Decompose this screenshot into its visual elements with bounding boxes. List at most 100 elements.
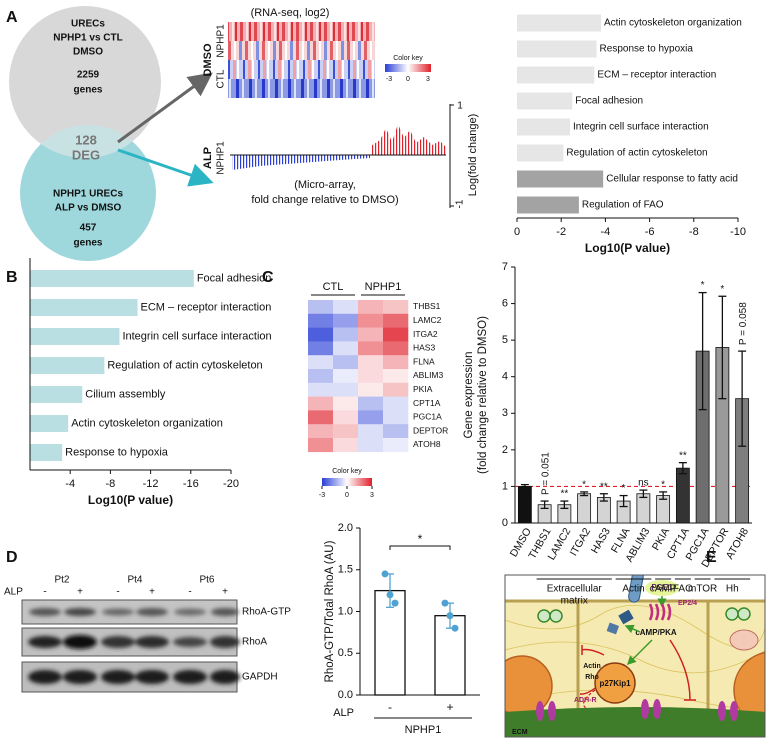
venn-text: DMSO bbox=[73, 47, 103, 58]
row-label: HAS3 bbox=[413, 343, 435, 353]
y-tick-label: 5 bbox=[502, 334, 508, 346]
row-label: FLNA bbox=[413, 356, 435, 366]
error-bar bbox=[520, 483, 529, 489]
arrow bbox=[626, 639, 653, 666]
bar bbox=[517, 118, 571, 136]
heatmap-cell bbox=[383, 424, 409, 439]
group-label: Actin bbox=[622, 584, 644, 595]
venn-circle bbox=[9, 6, 161, 158]
heatmap-cell bbox=[333, 327, 359, 342]
messenger-label: cAMP/PKA bbox=[635, 628, 677, 637]
row-label: PGC1A bbox=[413, 412, 442, 422]
bar bbox=[517, 92, 573, 110]
adhesion-receptor bbox=[653, 699, 661, 719]
adhesion-label: ADH-R bbox=[574, 697, 597, 704]
group-label: FAO bbox=[673, 584, 693, 595]
bar-label: Actin cytoskeleton organization bbox=[604, 18, 742, 29]
x-tick-label: -12 bbox=[143, 478, 159, 490]
lane-label: - bbox=[43, 587, 46, 598]
heatmap-cell bbox=[333, 369, 359, 384]
microarray: 1 -1 Log(fold change) ALP NPHP1 (Micro-a… bbox=[202, 101, 479, 209]
data-point bbox=[391, 599, 399, 607]
heatmap-cell bbox=[358, 341, 384, 356]
bar bbox=[517, 144, 564, 162]
bar bbox=[636, 493, 651, 524]
y-tick-label: 1.0 bbox=[338, 605, 353, 617]
axis-label: Log(fold change) bbox=[467, 114, 479, 197]
heatmap-cell bbox=[333, 438, 359, 453]
row-label: ITGA2 bbox=[413, 329, 438, 339]
group-label: mTOR bbox=[688, 584, 717, 595]
heatmap-cell bbox=[308, 396, 334, 411]
heatmap-cell bbox=[383, 327, 409, 342]
error-bar bbox=[639, 489, 648, 499]
annotation: * bbox=[720, 284, 724, 295]
panel-label: E bbox=[706, 549, 717, 566]
venn-count: 457 bbox=[80, 223, 97, 234]
panel-label: C bbox=[262, 269, 274, 286]
lane-label: - bbox=[188, 587, 191, 598]
heatmap-cell bbox=[358, 369, 384, 384]
lane-label: - bbox=[116, 587, 119, 598]
heatmap-cell bbox=[358, 300, 384, 315]
adhesion-receptor bbox=[641, 699, 649, 719]
receptor-label: EP2/4 bbox=[678, 600, 697, 607]
heatmap-cell bbox=[383, 355, 409, 370]
annotation: * bbox=[582, 480, 586, 491]
bar bbox=[517, 486, 532, 524]
row-label: DEPTOR bbox=[413, 425, 448, 435]
group-label: matrix bbox=[561, 596, 588, 607]
patient-label: Pt4 bbox=[127, 575, 142, 586]
data-point bbox=[381, 570, 389, 578]
blot-bands bbox=[28, 608, 240, 684]
bar-label: Cilium assembly bbox=[85, 388, 166, 400]
lane-label: + bbox=[149, 587, 155, 598]
data-point bbox=[441, 599, 449, 607]
heatmap-cell bbox=[308, 369, 334, 384]
y-tick-label: 3 bbox=[502, 407, 508, 419]
x-tick-label: -8 bbox=[106, 478, 116, 490]
error-bar bbox=[678, 462, 687, 475]
x-axis-label: Log10(P value) bbox=[88, 493, 173, 507]
venn-text: NPHP1 vs CTL bbox=[53, 33, 122, 44]
key-title: Color key bbox=[332, 468, 362, 475]
caption: fold change relative to DMSO) bbox=[251, 194, 398, 206]
y-tick-label: 2 bbox=[502, 444, 508, 456]
data-point bbox=[446, 612, 454, 620]
key-tick-label: 0 bbox=[345, 492, 349, 499]
heatmap-cell bbox=[333, 424, 359, 439]
bar bbox=[30, 415, 69, 432]
x-tick-label: -10 bbox=[730, 226, 746, 238]
condition-label: ALP bbox=[202, 147, 214, 169]
adhesion-receptor bbox=[536, 701, 544, 721]
heatmap-cell bbox=[383, 313, 409, 328]
key-tick-label: 3 bbox=[370, 492, 374, 499]
junction bbox=[549, 609, 563, 623]
junction bbox=[737, 607, 751, 621]
ecm bbox=[505, 707, 765, 737]
heatmap-cell bbox=[308, 382, 334, 397]
error-bar bbox=[659, 491, 668, 500]
venn-count: 2259 bbox=[77, 70, 100, 81]
annotation: * bbox=[661, 480, 665, 491]
bar bbox=[517, 170, 604, 188]
adhesion-receptor bbox=[730, 701, 738, 721]
annotation: * bbox=[701, 280, 705, 291]
heatmap-row bbox=[228, 79, 375, 98]
bar bbox=[30, 270, 194, 287]
bar-label: Focal adhesion bbox=[575, 96, 643, 107]
y-tick-label: 6 bbox=[502, 297, 508, 309]
bar-label: Integrin cell surface interaction bbox=[573, 122, 709, 133]
x-tick-label: -2 bbox=[556, 226, 566, 238]
x-tick-label: + bbox=[446, 700, 453, 714]
venn: URECs NPHP1 vs CTL DMSO 2259 genes 128 D… bbox=[9, 6, 214, 261]
annotation: ns bbox=[638, 478, 649, 489]
group-label: NPHP1 bbox=[405, 724, 442, 736]
venn-text: NPHP1 URECs bbox=[53, 189, 123, 200]
color-key bbox=[322, 478, 372, 486]
heatmap-cell bbox=[308, 410, 334, 425]
y-tick-label: 2.0 bbox=[338, 522, 353, 534]
error-bar bbox=[619, 494, 628, 508]
treatment-label: ALP bbox=[4, 587, 23, 598]
bar-label: Focal adhesion bbox=[197, 272, 272, 284]
